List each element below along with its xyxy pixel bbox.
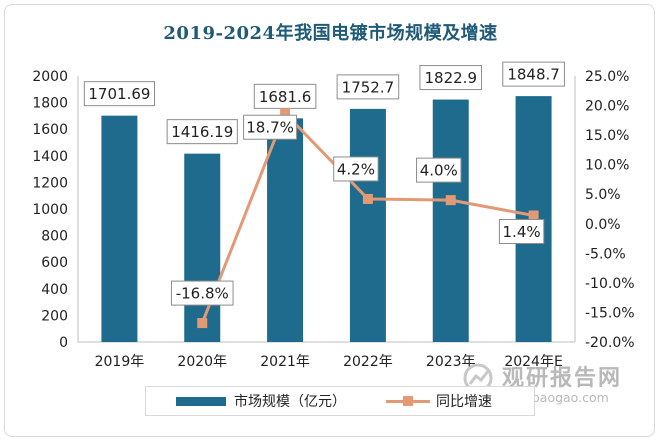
line-label-box [416, 157, 462, 183]
line-data-labels: -16.8% 18.7% 4.2% 4.0% 1.4% [170, 114, 545, 306]
legend-item-line: 同比增速 [346, 391, 492, 411]
bar-label-box [83, 81, 156, 107]
right-tick-label: -10.0% [585, 276, 635, 292]
bar-label-text: 1701.69 [88, 85, 150, 103]
line-label-box [333, 156, 379, 182]
line-marker [445, 195, 456, 206]
right-tick-label: -20.0% [585, 335, 635, 351]
bar [267, 118, 304, 342]
bar-label: 1701.69 [83, 81, 156, 107]
bar-data-labels: 1701.69 1416.19 1681.6 1752.7 1822.9 1848.7 [83, 61, 565, 145]
x-axis: 2019年 2020年 2021年 2022年 2023年 2024年E [78, 341, 575, 370]
x-tick-label: 2020年 [177, 354, 227, 370]
right-tick-label: 0.0% [585, 217, 621, 233]
right-axis: -20.0% -15.0% -10.0% -5.0% 0.0% 5.0% 10.0% 15.0… [574, 69, 635, 351]
right-tick-label: -15.0% [585, 305, 635, 321]
bar-label-box [253, 83, 317, 109]
right-tick-label: -5.0% [585, 246, 626, 262]
bar-label-box [419, 65, 483, 91]
line-marker [197, 318, 208, 329]
bar-label-text: 1822.9 [425, 69, 478, 87]
bar-label-text: 1681.6 [259, 88, 312, 106]
left-tick-label: 1400 [32, 149, 68, 165]
line-marker [528, 210, 539, 221]
legend: 市场规模（亿元） 同比增速 [145, 386, 535, 416]
left-tick-label: 600 [41, 255, 68, 271]
x-tick-label: 2019年 [95, 354, 145, 370]
bar-label-box [502, 61, 565, 87]
line-label-box [170, 280, 234, 306]
right-tick-label: 15.0% [585, 128, 629, 144]
line-label-text: 4.2% [337, 160, 375, 178]
line-label: 4.0% [416, 157, 462, 183]
line-label-box [498, 219, 545, 245]
left-tick-label: 0 [59, 335, 68, 351]
bar-label-text: 1848.7 [507, 66, 560, 84]
bar [184, 153, 221, 342]
bar [432, 99, 469, 343]
x-tick-label: 2022年 [343, 354, 393, 370]
line-marker [280, 108, 291, 119]
right-tick-label: 5.0% [585, 187, 621, 203]
line-label: 1.4% [498, 219, 545, 245]
left-tick-label: 200 [41, 308, 68, 324]
legend-label-bar: 市场规模（亿元） [234, 394, 346, 410]
line-label-box [243, 114, 298, 140]
legend-line-swatch [386, 395, 430, 407]
bar-label: 1752.7 [336, 74, 400, 100]
right-tick-label: 25.0% [585, 69, 629, 85]
bar-label-box [336, 74, 400, 100]
legend-label-line: 同比增速 [436, 394, 492, 410]
legend-item-bar: 市场规模（亿元） [146, 391, 346, 411]
line-series [197, 108, 539, 329]
line-label-text: 4.0% [420, 162, 458, 180]
x-tick-label: 2023年 [426, 354, 476, 370]
legend-bar-swatch [176, 396, 226, 406]
bar-label-text: 1752.7 [342, 78, 395, 96]
line-label: 4.2% [333, 156, 379, 182]
line-label-text: 18.7% [246, 119, 294, 137]
left-tick-label: 2000 [32, 69, 68, 85]
right-tick-label: 20.0% [585, 99, 629, 115]
right-tick-label: 10.0% [585, 158, 629, 174]
left-tick-label: 1600 [32, 122, 68, 138]
bar-label: 1416.19 [166, 119, 238, 145]
x-tick-label: 2021年 [260, 354, 310, 370]
left-tick-label: 400 [41, 282, 68, 298]
left-axis: 0 200 400 600 800 1000 1200 1400 1600 1800 2000 [32, 69, 79, 351]
left-tick-label: 1200 [32, 175, 68, 191]
chart-title: 2019-2024年我国电镀市场规模及增速 [163, 23, 498, 44]
bar [101, 115, 138, 342]
line-marker [362, 193, 373, 204]
bar-label: 1848.7 [502, 61, 565, 87]
bar-label-box [166, 119, 238, 145]
line-label-text: 1.4% [503, 223, 541, 241]
bar-label: 1681.6 [253, 83, 317, 109]
bar-label-text: 1416.19 [171, 123, 233, 141]
line-label: -16.8% [170, 280, 234, 306]
line-label: 18.7% [243, 114, 298, 140]
left-tick-label: 800 [41, 229, 68, 245]
bar [349, 108, 386, 342]
line-label-text: -16.8% [176, 285, 229, 303]
bar-label: 1822.9 [419, 65, 483, 91]
left-tick-label: 1000 [32, 202, 68, 218]
x-tick-label: 2024年E [504, 354, 562, 370]
left-tick-label: 1800 [32, 96, 68, 112]
